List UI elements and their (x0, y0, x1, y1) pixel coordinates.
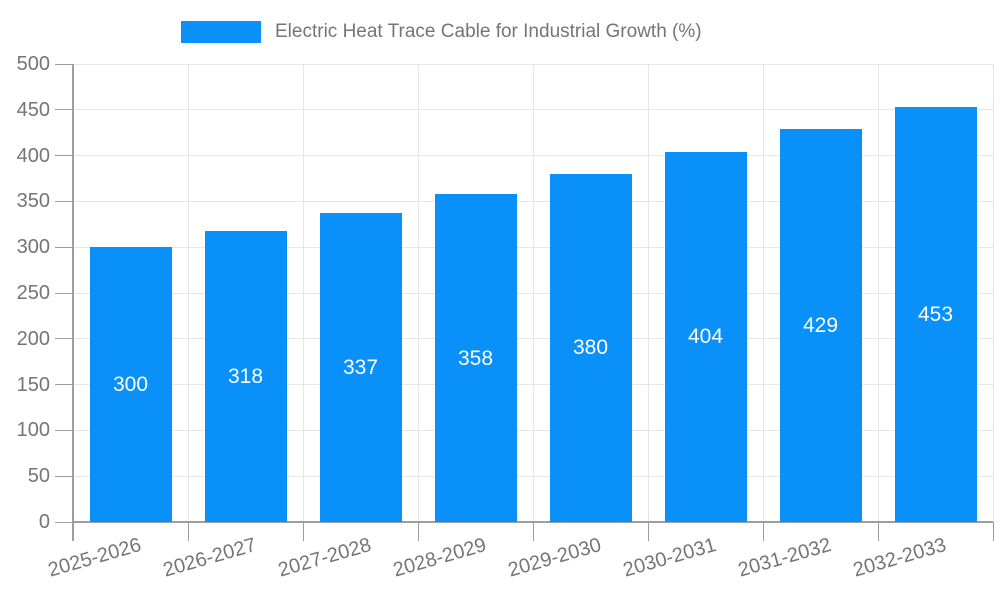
x-axis-tick (647, 522, 649, 541)
x-axis-tick (417, 522, 419, 541)
y-axis-tick (55, 384, 73, 386)
x-gridline (532, 64, 534, 522)
y-axis-label: 0 (38, 511, 50, 533)
bar[interactable] (204, 230, 287, 522)
bar-value-label: 337 (342, 356, 379, 380)
bar[interactable] (549, 173, 632, 522)
bar[interactable] (894, 107, 977, 522)
y-axis-line (72, 64, 74, 541)
x-axis-label: 2025-2026 (45, 534, 144, 582)
bar[interactable] (779, 129, 862, 522)
y-axis-tick (55, 246, 73, 248)
bar[interactable] (319, 213, 402, 522)
x-gridline (302, 64, 304, 522)
y-axis-label: 350 (16, 190, 50, 213)
legend[interactable]: Electric Heat Trace Cable for Industrial… (181, 18, 702, 46)
bar-value-label: 453 (917, 303, 954, 327)
bar-value-label: 380 (572, 336, 609, 360)
y-axis-tick (55, 292, 73, 294)
bar-value-label: 300 (112, 373, 149, 397)
bar[interactable] (664, 151, 747, 522)
y-axis-label: 400 (16, 144, 50, 167)
x-axis-label: 2027-2028 (275, 534, 374, 582)
y-axis-label: 200 (16, 327, 50, 350)
x-axis-tick (187, 522, 189, 541)
x-gridline (417, 64, 419, 522)
x-axis-label: 2031-2032 (735, 534, 834, 582)
x-axis-label: 2026-2027 (160, 534, 259, 582)
x-gridline (762, 64, 764, 522)
x-axis-label: 2032-2033 (850, 534, 949, 582)
x-axis-tick (532, 522, 534, 541)
x-axis-label: 2030-2031 (620, 534, 719, 582)
legend-label: Electric Heat Trace Cable for Industrial… (275, 21, 702, 42)
x-axis-tick (762, 522, 764, 541)
y-axis-tick (55, 155, 73, 157)
y-axis-label: 150 (16, 373, 50, 396)
x-axis-line (73, 521, 993, 523)
legend-swatch (181, 21, 261, 43)
x-gridline (647, 64, 649, 522)
x-gridline (992, 64, 994, 522)
bar[interactable] (434, 194, 517, 522)
x-axis-tick (877, 522, 879, 541)
x-gridline (877, 64, 879, 522)
x-axis-tick (992, 522, 994, 541)
x-axis-tick (302, 522, 304, 541)
y-axis-label: 500 (16, 53, 50, 75)
y-axis-tick (55, 338, 73, 340)
y-axis-label: 100 (16, 419, 50, 442)
bar[interactable] (89, 247, 172, 522)
x-axis-label: 2029-2030 (505, 534, 604, 582)
y-axis-tick (55, 521, 73, 523)
y-axis-tick (55, 429, 73, 431)
y-axis-tick (55, 63, 73, 65)
y-axis-label: 50 (27, 465, 50, 488)
y-axis-tick (55, 475, 73, 477)
bar-value-label: 318 (227, 364, 264, 388)
x-gridline (187, 64, 189, 522)
x-axis-label: 2028-2029 (390, 534, 489, 582)
y-axis-label: 300 (16, 236, 50, 259)
y-axis-label: 450 (16, 98, 50, 121)
y-axis-tick (55, 200, 73, 202)
bar-value-label: 429 (802, 314, 839, 338)
y-axis-tick (55, 109, 73, 111)
bar-value-label: 358 (457, 346, 494, 370)
bar-value-label: 404 (687, 325, 724, 349)
y-axis-label: 250 (16, 282, 50, 304)
